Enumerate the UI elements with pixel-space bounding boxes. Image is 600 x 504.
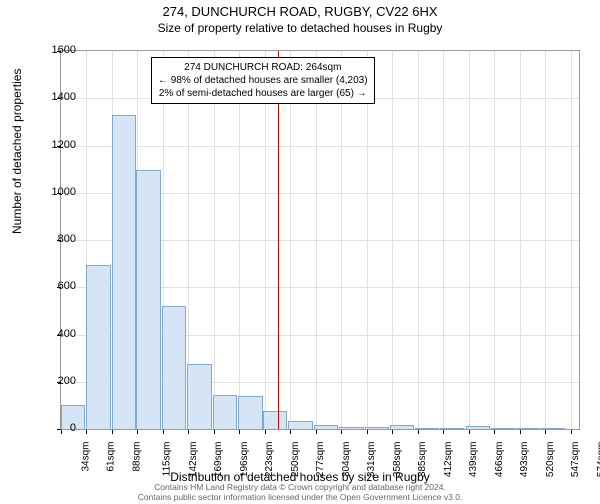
histogram-bar xyxy=(86,265,110,429)
x-tick-label: 412sqm xyxy=(443,442,454,478)
grid-line-v xyxy=(392,51,393,429)
histogram-bar xyxy=(365,427,389,429)
annotation-line1: 274 DUNCHURCH ROAD: 264sqm xyxy=(158,61,368,74)
y-tick-label: 1600 xyxy=(36,44,76,56)
marker-line xyxy=(278,51,279,429)
x-tick-mark xyxy=(443,430,444,434)
histogram-bar xyxy=(162,306,186,429)
x-tick-mark xyxy=(265,430,266,434)
x-tick-label: 169sqm xyxy=(213,442,224,478)
x-tick-mark xyxy=(86,430,87,434)
x-tick-mark xyxy=(112,430,113,434)
x-tick-mark xyxy=(367,430,368,434)
histogram-bar xyxy=(136,170,160,429)
grid-line-v xyxy=(571,51,572,429)
chart-subtitle: Size of property relative to detached ho… xyxy=(0,21,600,35)
grid-line-h xyxy=(61,146,579,147)
x-tick-label: 277sqm xyxy=(315,442,326,478)
grid-line-v xyxy=(265,51,266,429)
histogram-bar xyxy=(415,428,439,429)
x-tick-label: 574sqm xyxy=(596,442,600,478)
grid-line-v xyxy=(418,51,419,429)
histogram-bar xyxy=(238,396,262,429)
y-tick-label: 1200 xyxy=(36,139,76,151)
x-tick-label: 493sqm xyxy=(519,442,530,478)
x-tick-mark xyxy=(290,430,291,434)
x-tick-mark xyxy=(494,430,495,434)
y-tick-label: 0 xyxy=(36,422,76,434)
y-tick-label: 1000 xyxy=(36,186,76,198)
x-tick-mark xyxy=(316,430,317,434)
x-tick-mark xyxy=(188,430,189,434)
footer-line1: Contains HM Land Registry data © Crown c… xyxy=(0,482,600,492)
y-tick-label: 200 xyxy=(36,375,76,387)
x-tick-label: 196sqm xyxy=(239,442,250,478)
histogram-bar xyxy=(314,425,338,429)
annotation-box: 274 DUNCHURCH ROAD: 264sqm ← 98% of deta… xyxy=(151,57,375,104)
grid-line-v xyxy=(494,51,495,429)
x-tick-label: 88sqm xyxy=(131,442,142,472)
grid-line-v xyxy=(545,51,546,429)
histogram-bar xyxy=(541,428,565,429)
x-tick-mark xyxy=(545,430,546,434)
x-tick-label: 61sqm xyxy=(106,442,117,472)
grid-line-v xyxy=(214,51,215,429)
x-tick-label: 250sqm xyxy=(290,442,301,478)
x-tick-mark xyxy=(571,430,572,434)
x-tick-label: 304sqm xyxy=(341,442,352,478)
footer-line2: Contains public sector information licen… xyxy=(0,492,600,502)
histogram-bar xyxy=(112,115,136,429)
x-tick-label: 34sqm xyxy=(81,442,92,472)
y-tick-label: 400 xyxy=(36,328,76,340)
chart-container: 274, DUNCHURCH ROAD, RUGBY, CV22 6HX Siz… xyxy=(0,4,600,504)
histogram-bar xyxy=(339,427,363,429)
x-tick-mark xyxy=(341,430,342,434)
plot-area: 274 DUNCHURCH ROAD: 264sqm ← 98% of deta… xyxy=(60,50,580,430)
x-tick-mark xyxy=(520,430,521,434)
x-tick-mark xyxy=(214,430,215,434)
y-tick-label: 1400 xyxy=(36,91,76,103)
x-tick-label: 547sqm xyxy=(570,442,581,478)
grid-line-v xyxy=(469,51,470,429)
x-tick-label: 331sqm xyxy=(366,442,377,478)
grid-line-v xyxy=(520,51,521,429)
x-tick-label: 142sqm xyxy=(188,442,199,478)
x-tick-label: 466sqm xyxy=(494,442,505,478)
grid-line-v xyxy=(316,51,317,429)
grid-line-v xyxy=(239,51,240,429)
annotation-line3: 2% of semi-detached houses are larger (6… xyxy=(158,87,368,100)
x-tick-label: 520sqm xyxy=(545,442,556,478)
grid-line-v xyxy=(341,51,342,429)
grid-line-v xyxy=(443,51,444,429)
x-tick-label: 115sqm xyxy=(162,442,173,477)
x-tick-mark xyxy=(392,430,393,434)
x-tick-mark xyxy=(163,430,164,434)
histogram-bar xyxy=(263,411,287,429)
x-tick-label: 385sqm xyxy=(417,442,428,478)
y-tick-label: 800 xyxy=(36,233,76,245)
y-tick-label: 600 xyxy=(36,280,76,292)
grid-line-v xyxy=(367,51,368,429)
chart-title: 274, DUNCHURCH ROAD, RUGBY, CV22 6HX xyxy=(0,4,600,19)
histogram-bar xyxy=(491,428,515,429)
x-tick-mark xyxy=(418,430,419,434)
x-tick-label: 223sqm xyxy=(264,442,275,478)
histogram-bar xyxy=(440,428,464,429)
x-tick-mark xyxy=(239,430,240,434)
footer: Contains HM Land Registry data © Crown c… xyxy=(0,482,600,502)
y-axis-label: Number of detached properties xyxy=(10,69,24,234)
x-tick-mark xyxy=(469,430,470,434)
histogram-bar xyxy=(516,428,540,429)
x-tick-label: 439sqm xyxy=(468,442,479,478)
histogram-bar xyxy=(288,421,312,429)
histogram-bar xyxy=(390,425,414,429)
histogram-bar xyxy=(466,426,490,429)
x-tick-mark xyxy=(137,430,138,434)
histogram-bar xyxy=(187,364,211,429)
histogram-bar xyxy=(213,395,237,429)
x-tick-label: 358sqm xyxy=(392,442,403,478)
grid-line-v xyxy=(290,51,291,429)
annotation-line2: ← 98% of detached houses are smaller (4,… xyxy=(158,74,368,87)
